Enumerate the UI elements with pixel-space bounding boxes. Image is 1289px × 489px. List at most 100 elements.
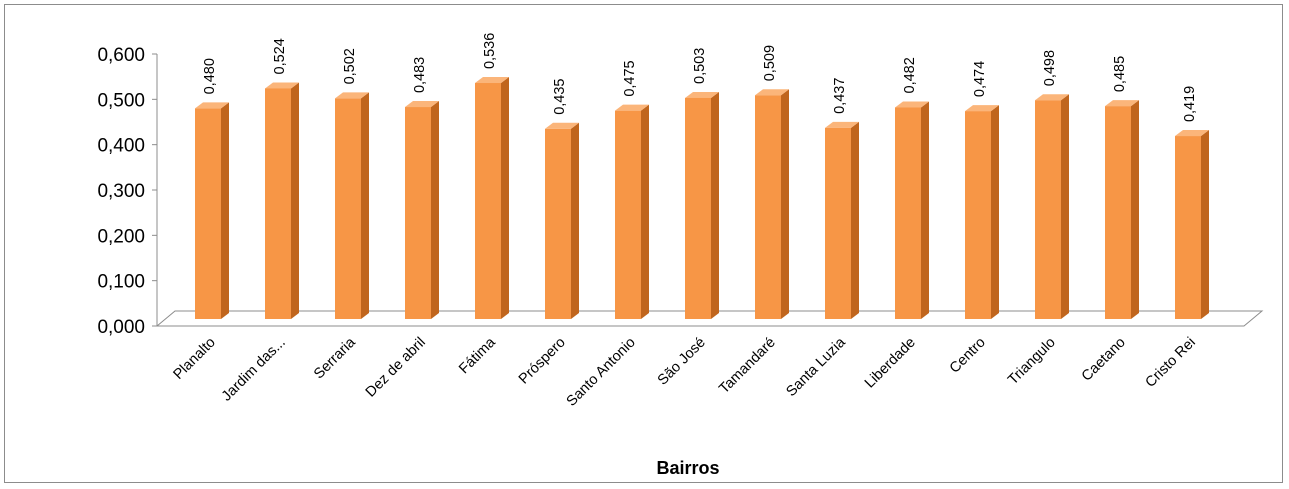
bar xyxy=(475,77,509,319)
bar-front xyxy=(755,95,781,320)
bar xyxy=(545,122,579,319)
data-label: 0,419 xyxy=(1182,86,1198,122)
bar-side xyxy=(781,89,789,320)
x-tick-label: Tamandaré xyxy=(716,335,779,398)
data-label: 0,437 xyxy=(832,78,848,114)
bar-side xyxy=(921,101,929,319)
y-tick-label: 0,200 xyxy=(97,226,145,247)
bar-top xyxy=(1035,94,1069,101)
y-tick-label: 0,000 xyxy=(97,317,145,338)
data-label: 0,509 xyxy=(762,45,778,81)
bar xyxy=(405,101,439,319)
bar xyxy=(1175,130,1209,319)
bar-front xyxy=(1035,100,1061,320)
bar-side xyxy=(431,101,439,319)
bar-side xyxy=(641,104,649,320)
bar xyxy=(825,121,859,319)
bar-side xyxy=(571,122,579,319)
bar-top xyxy=(965,105,999,112)
x-axis-title: Bairros xyxy=(656,458,719,478)
x-tick-label: Jardim das... xyxy=(219,335,289,405)
bar-side xyxy=(1131,100,1139,319)
bar xyxy=(1105,100,1139,319)
bar xyxy=(615,104,649,320)
bar-top xyxy=(405,101,439,108)
bar-top xyxy=(475,77,509,84)
bar xyxy=(965,105,999,320)
bar-top xyxy=(1105,100,1139,107)
bar-front xyxy=(685,97,711,320)
bar xyxy=(335,92,369,319)
data-label: 0,474 xyxy=(972,61,988,97)
bar-front xyxy=(195,108,221,320)
x-axis-tick-labels: Planalto Jardim das... Serraria Dez de abri… xyxy=(170,334,1198,410)
floor-outline xyxy=(156,310,1264,327)
x-tick-label: São José xyxy=(655,335,709,389)
bar-top xyxy=(265,82,299,89)
bar-side xyxy=(711,91,719,320)
data-label: 0,435 xyxy=(552,79,568,115)
data-label: 0,483 xyxy=(412,57,428,93)
x-tick-label: Planalto xyxy=(170,335,218,383)
bar-front xyxy=(1175,136,1201,319)
bar xyxy=(195,102,229,320)
data-label: 0,480 xyxy=(202,58,218,94)
bar-front xyxy=(335,98,361,319)
data-label: 0,502 xyxy=(342,48,358,84)
data-label: 0,524 xyxy=(272,38,288,74)
bar-front xyxy=(265,88,291,319)
data-labels: 0,480 0,524 0,502 0,483 0,536 0,435 0,475 0,503… xyxy=(202,33,1198,122)
bar-top xyxy=(825,121,859,128)
y-tick-label: 0,400 xyxy=(97,136,145,157)
x-tick-label: Serraria xyxy=(311,334,359,382)
bar-side xyxy=(851,121,859,319)
bar-top xyxy=(545,122,579,129)
x-tick-label: Fátima xyxy=(456,334,499,377)
bar xyxy=(685,91,719,320)
bar-top xyxy=(335,92,369,99)
bar-front xyxy=(1105,106,1131,319)
bar-top xyxy=(1175,130,1209,137)
data-label: 0,485 xyxy=(1112,56,1128,92)
x-tick-label: Dez de abril xyxy=(363,335,429,401)
bar xyxy=(1035,94,1069,320)
bar-front xyxy=(965,111,991,320)
bar-front xyxy=(895,107,921,319)
bar-side xyxy=(221,102,229,320)
x-tick-label: Cristo Rei xyxy=(1143,335,1199,391)
bar-front xyxy=(405,107,431,319)
bar-front xyxy=(475,83,501,319)
y-tick-label: 0,500 xyxy=(97,90,145,111)
data-label: 0,536 xyxy=(482,33,498,69)
bar-side xyxy=(991,105,999,320)
bar-top xyxy=(685,91,719,98)
bar xyxy=(895,101,929,319)
data-label: 0,475 xyxy=(622,60,638,96)
y-tick-label: 0,100 xyxy=(97,272,145,293)
bar-top xyxy=(615,104,649,111)
y-tick-label: 0,600 xyxy=(97,45,145,66)
bar-side xyxy=(501,77,509,319)
bar-side xyxy=(291,82,299,319)
bar-side xyxy=(1061,94,1069,320)
bar-side xyxy=(361,92,369,319)
bar-front xyxy=(825,127,851,319)
data-label: 0,482 xyxy=(902,57,918,93)
bar xyxy=(265,82,299,319)
bar xyxy=(755,89,789,320)
bar-side xyxy=(1201,130,1209,319)
x-tick-label: Centro xyxy=(947,335,989,377)
bar-front xyxy=(615,110,641,320)
bar-front xyxy=(545,128,571,319)
x-tick-label: Santo Antonio xyxy=(564,335,639,410)
x-tick-label: Próspero xyxy=(516,335,569,388)
x-tick-label: Santa Luzia xyxy=(783,334,849,400)
y-axis-tick-labels: 0,000 0,100 0,200 0,300 0,400 0,500 0,600 xyxy=(97,45,157,338)
bar-top xyxy=(755,89,789,96)
data-label: 0,498 xyxy=(1042,50,1058,86)
x-tick-label: Triangulo xyxy=(1005,335,1059,389)
bar-top xyxy=(195,102,229,109)
bar-top xyxy=(895,101,929,108)
x-tick-label: Caetano xyxy=(1079,335,1129,385)
